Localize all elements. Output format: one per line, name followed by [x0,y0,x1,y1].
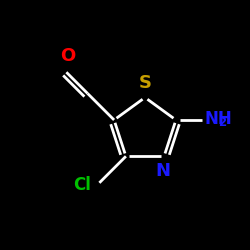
Text: 2: 2 [218,116,226,130]
Text: S: S [138,74,151,92]
Text: O: O [60,47,75,65]
Text: N: N [155,162,170,180]
Text: NH: NH [205,110,233,128]
Text: Cl: Cl [73,176,91,194]
